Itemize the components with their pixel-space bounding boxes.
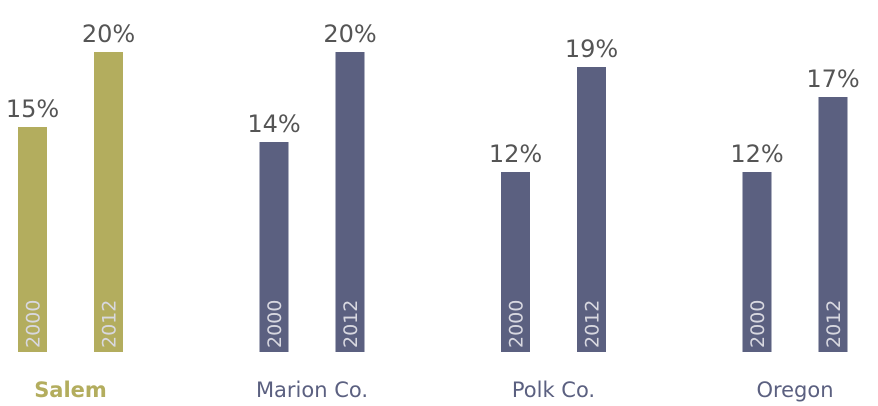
bar xyxy=(501,172,530,352)
value-label: 20% xyxy=(323,20,376,48)
category-label: Marion Co. xyxy=(256,378,368,402)
value-label: 12% xyxy=(730,140,783,168)
bar xyxy=(742,172,772,352)
bar xyxy=(94,52,123,352)
category-label: Polk Co. xyxy=(512,378,595,402)
bar xyxy=(335,52,365,352)
year-label: 2012 xyxy=(99,300,121,348)
category-label: Oregon xyxy=(756,378,833,402)
year-label: 2012 xyxy=(582,300,604,348)
bar xyxy=(18,127,47,352)
year-label: 2012 xyxy=(823,300,845,348)
value-label: 15% xyxy=(6,95,59,123)
value-label: 19% xyxy=(565,35,618,63)
value-label: 12% xyxy=(489,140,542,168)
year-label: 2012 xyxy=(340,300,362,348)
value-label: 20% xyxy=(82,20,135,48)
value-label: 14% xyxy=(247,110,300,138)
value-label: 17% xyxy=(806,65,859,93)
year-label: 2000 xyxy=(23,300,45,348)
year-label: 2000 xyxy=(506,300,528,348)
category-label: Salem xyxy=(34,378,107,402)
bar xyxy=(577,67,606,352)
bar xyxy=(818,97,848,352)
year-label: 2000 xyxy=(264,300,286,348)
bar xyxy=(259,142,289,352)
year-label: 2000 xyxy=(747,300,769,348)
